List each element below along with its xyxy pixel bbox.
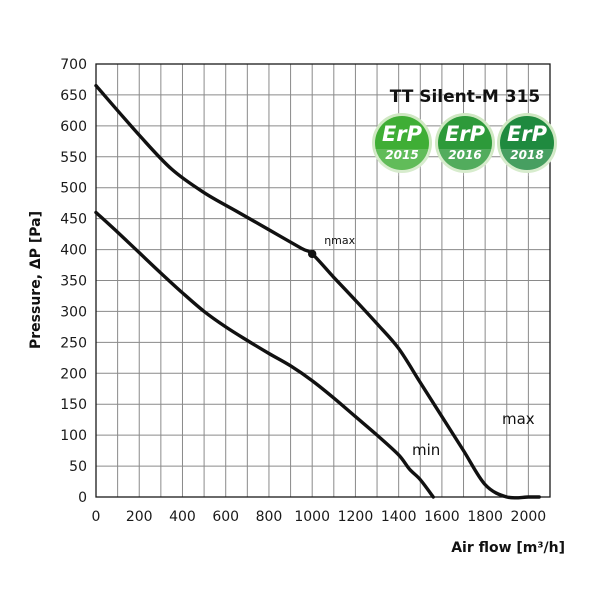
x-tick-label: 2000 <box>511 509 547 525</box>
y-tick-label: 350 <box>60 274 87 290</box>
y-tick-label: 0 <box>78 490 87 506</box>
badge-label: ErP <box>382 122 423 146</box>
y-tick-label: 50 <box>69 459 87 475</box>
x-tick-label: 1600 <box>424 509 460 525</box>
eta-max-label: ηmax <box>324 234 355 247</box>
badge-year: 2015 <box>385 148 418 162</box>
y-tick-label: 450 <box>60 212 87 228</box>
eta-max-point <box>307 249 317 259</box>
y-tick-label: 100 <box>60 428 87 444</box>
x-tick-label: 1800 <box>467 509 503 525</box>
y-axis-title: Pressure, ΔP [Pa] <box>28 211 44 349</box>
x-tick-label: 1200 <box>338 509 374 525</box>
y-tick-label: 500 <box>60 181 87 197</box>
tick-labels: 0 200 400 600 800 1000 1200 1400 1600 1800 2000 0 50… <box>60 57 546 525</box>
x-tick-label: 1000 <box>294 509 330 525</box>
x-tick-label: 600 <box>212 509 239 525</box>
curve-label-max: max <box>502 410 535 428</box>
erp-badge-2018: ErP 2018 <box>497 113 557 176</box>
y-tick-label: 400 <box>60 243 87 259</box>
badge-circle <box>375 116 429 170</box>
curve-label-min: min <box>412 441 440 459</box>
y-tick-label: 200 <box>60 366 87 382</box>
x-tick-label: 1400 <box>381 509 417 525</box>
badge-label: ErP <box>445 122 486 146</box>
erp-badge-2015: ErP 2015 <box>372 113 432 176</box>
curves <box>94 83 541 500</box>
x-tick-label: 800 <box>256 509 283 525</box>
series-line-min <box>94 210 435 499</box>
badge-year: 2016 <box>448 148 481 162</box>
y-tick-label: 600 <box>60 119 87 135</box>
chart-title: TT Silent-M 315 <box>390 87 541 107</box>
badge-label: ErP <box>507 122 548 146</box>
x-axis-title: Air flow [m³/h] <box>451 540 565 556</box>
erp-badge-2016: ErP 2016 <box>435 113 495 176</box>
x-tick-label: 200 <box>126 509 153 525</box>
y-tick-label: 700 <box>60 57 87 73</box>
y-tick-label: 650 <box>60 88 87 104</box>
y-tick-label: 300 <box>60 304 87 320</box>
plot-frame <box>95 63 551 498</box>
badge-circle <box>438 116 492 170</box>
badge-year: 2018 <box>510 148 543 162</box>
erp-badges: ErP 2015 ErP 2016 ErP 2018 <box>372 113 557 176</box>
badge-circle <box>500 116 554 170</box>
y-tick-label: 250 <box>60 335 87 351</box>
y-tick-label: 150 <box>60 397 87 413</box>
x-tick-label: 400 <box>169 509 196 525</box>
x-tick-label: 0 <box>92 509 101 525</box>
y-tick-label: 550 <box>60 150 87 166</box>
series-line-max <box>94 83 541 500</box>
